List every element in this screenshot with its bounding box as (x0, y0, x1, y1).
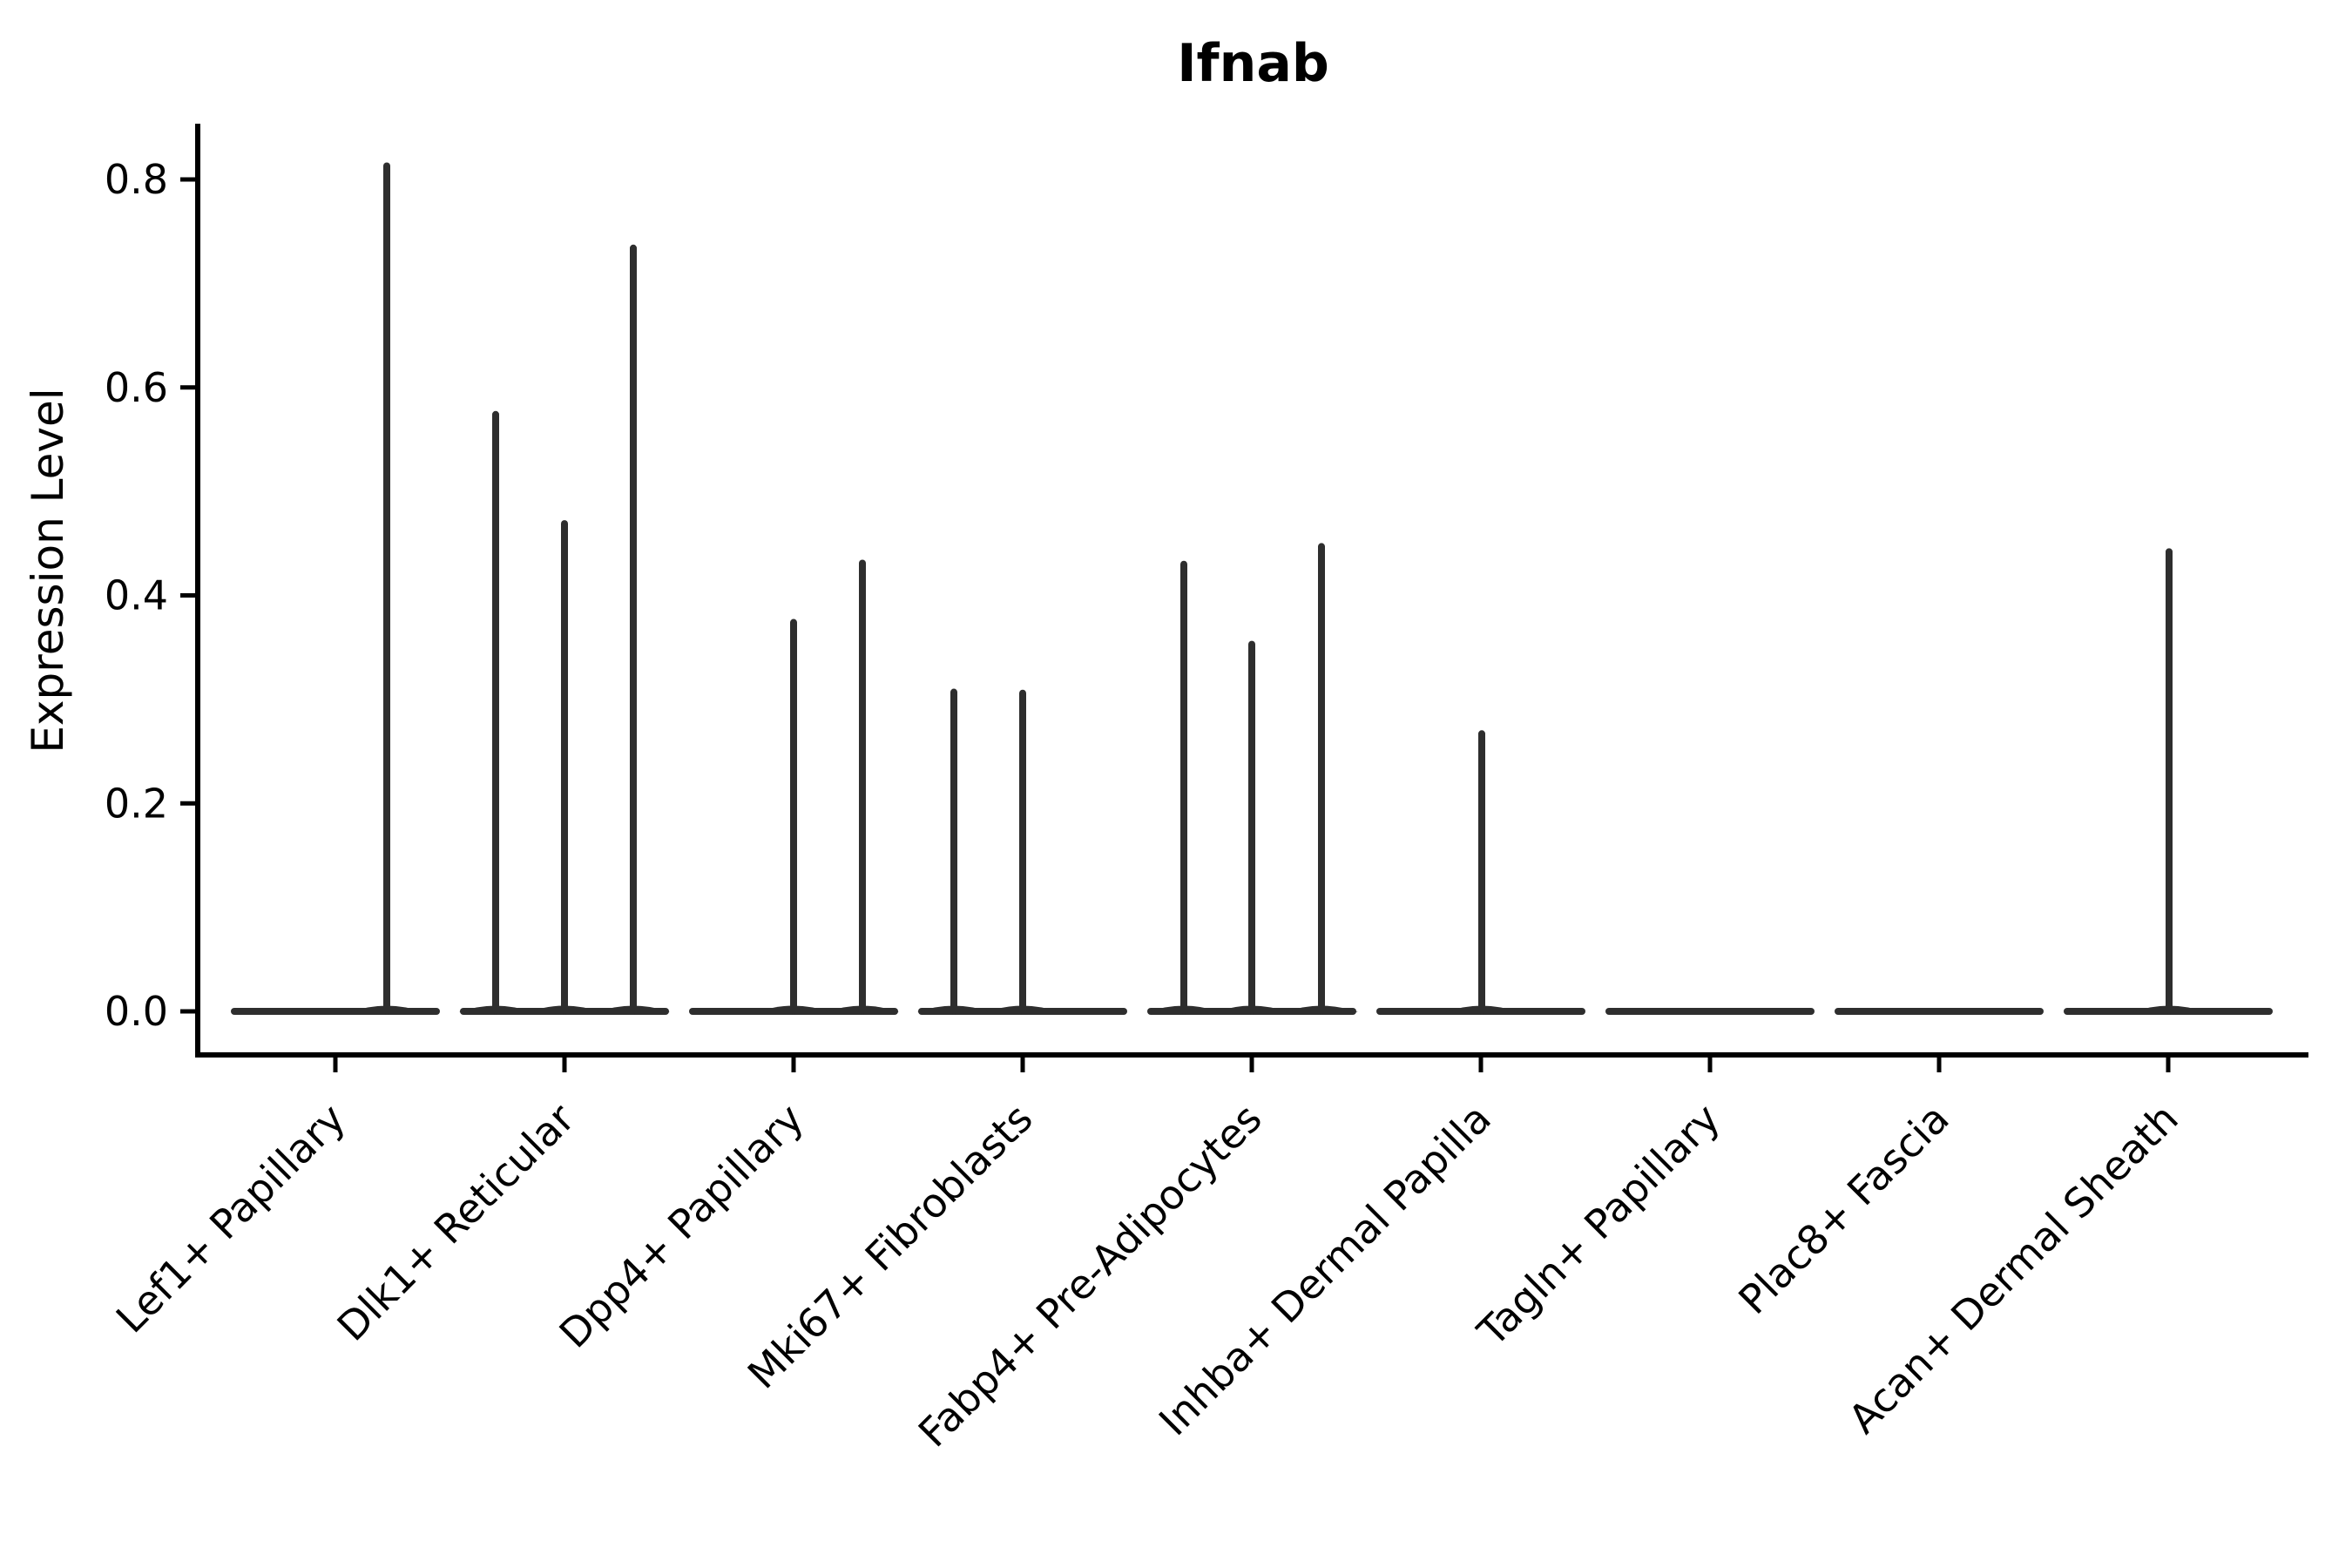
x-tick-label: Lef1+ Papillary (107, 1095, 355, 1342)
x-tick-label: Plac8+ Fascia (1729, 1095, 1957, 1323)
y-tick-label: 0.8 (105, 156, 168, 203)
y-tick-label: 0.2 (105, 780, 168, 827)
violin-baseline (1605, 1008, 1815, 1015)
y-tick-label: 0.6 (105, 364, 168, 411)
x-tick-label: Tagln+ Papillary (1468, 1095, 1729, 1356)
violin-baseline (1835, 1008, 2044, 1015)
y-tick-label: 0.0 (105, 988, 168, 1035)
y-tick-label: 0.4 (105, 572, 168, 619)
plot-title: Ifnab (1177, 33, 1329, 94)
x-tick-label: Dpp4+ Papillary (551, 1095, 813, 1357)
x-tick-label: Dlk1+ Reticular (328, 1095, 584, 1350)
